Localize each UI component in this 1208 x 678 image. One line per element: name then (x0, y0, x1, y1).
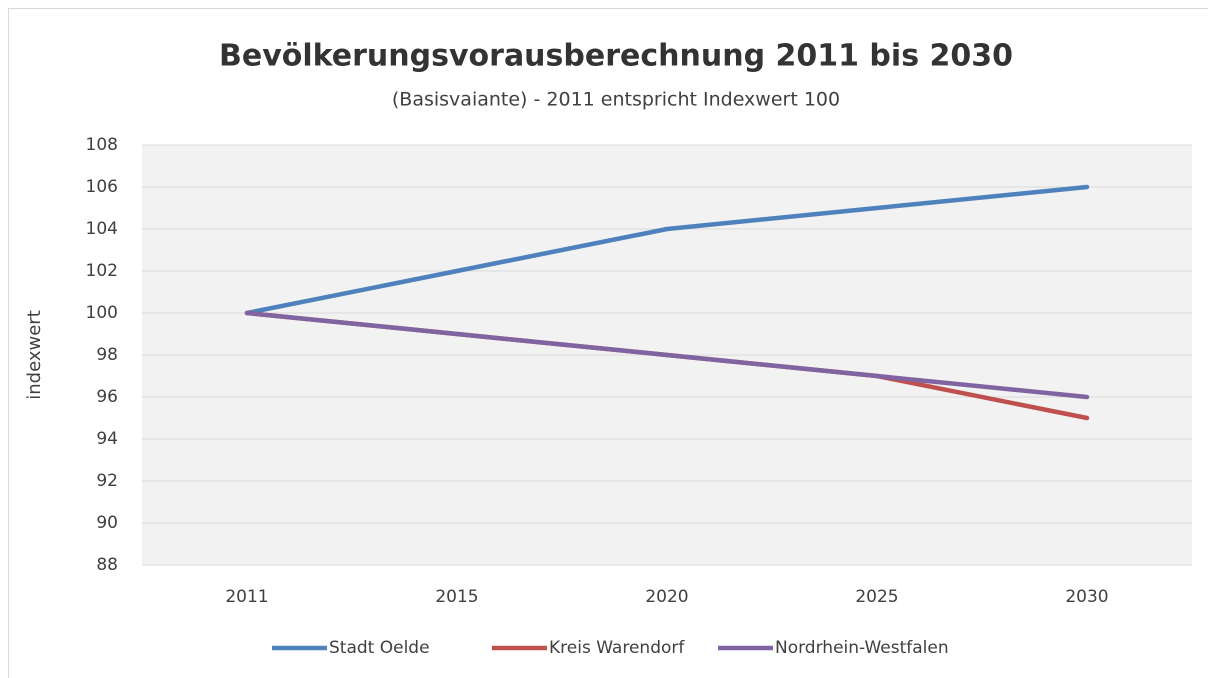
legend-label: Kreis Warendorf (549, 638, 685, 658)
y-tick-label: 104 (86, 219, 118, 239)
legend-label: Stadt Oelde (329, 638, 430, 658)
y-tick-label: 92 (96, 471, 118, 491)
chart-title: Bevölkerungsvorausberechnung 2011 bis 20… (219, 39, 1013, 74)
x-tick-label: 2030 (1065, 587, 1108, 607)
series-line (244, 184, 1090, 316)
y-axis-label: indexwert (24, 310, 45, 400)
y-tick-label: 102 (86, 261, 118, 281)
y-tick-label: 106 (86, 177, 118, 197)
y-tick-label: 90 (96, 513, 118, 533)
legend-label: Nordrhein-Westfalen (775, 638, 949, 658)
y-tick-label: 98 (96, 345, 118, 365)
y-tick-label: 96 (96, 387, 118, 407)
y-tick-label: 108 (86, 135, 118, 155)
y-tick-label: 88 (96, 555, 118, 575)
x-tick-label: 2025 (855, 587, 898, 607)
y-tick-label: 100 (86, 303, 118, 323)
x-tick-label: 2011 (225, 587, 268, 607)
chart-subtitle: (Basisvaiante) - 2011 entspricht Indexwe… (392, 89, 840, 111)
series-line (244, 310, 1090, 400)
x-tick-label: 2020 (645, 587, 688, 607)
x-tick-label: 2015 (435, 587, 478, 607)
y-tick-label: 94 (96, 429, 118, 449)
